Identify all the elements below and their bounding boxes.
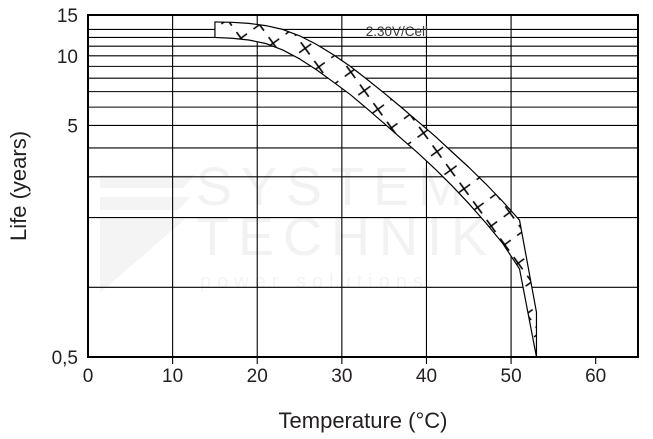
x-tick-label: 40 bbox=[416, 366, 437, 387]
plot-border bbox=[87, 14, 639, 358]
y-axis-title: Life (years) bbox=[6, 131, 31, 241]
plot-frame bbox=[87, 14, 639, 358]
y-tick-label: 5 bbox=[67, 116, 78, 137]
x-tick-label: 30 bbox=[331, 366, 352, 387]
watermark-logo-icon bbox=[100, 175, 195, 293]
x-tick-label: 20 bbox=[247, 366, 268, 387]
x-tick-label: 10 bbox=[162, 366, 183, 387]
x-tick-label: 60 bbox=[585, 366, 606, 387]
x-tick-label: 50 bbox=[501, 366, 522, 387]
y-tick-label: 0,5 bbox=[52, 348, 78, 369]
gridlines bbox=[88, 14, 638, 357]
tick-labels: 0 10 20 30 40 50 60 0,5 5 10 15 2.30V/Cell bbox=[52, 6, 607, 387]
chart-annotation: 2.30V/Cell bbox=[366, 24, 428, 39]
service-life-band bbox=[214, 21, 538, 357]
watermark-line-3: power solutions bbox=[200, 271, 429, 293]
y-tick-label: 15 bbox=[57, 6, 78, 27]
watermark-line-2: TECHNIK bbox=[196, 207, 496, 267]
x-axis-title: Temperature (°C) bbox=[279, 408, 448, 433]
data-band-layer bbox=[214, 21, 538, 357]
watermark-line-1: SYSTEM bbox=[196, 157, 472, 217]
x-tick-label: 0 bbox=[83, 366, 94, 387]
y-tick-label: 10 bbox=[57, 47, 78, 68]
